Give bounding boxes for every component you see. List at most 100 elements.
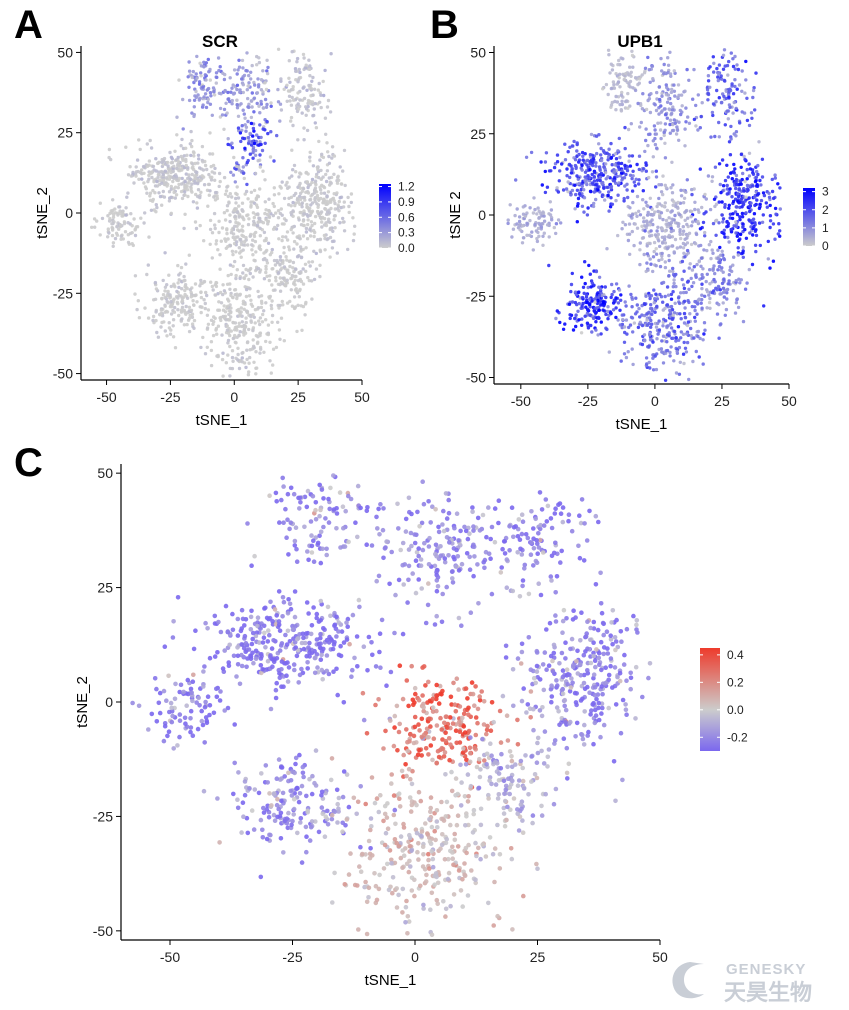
panel-letter: B <box>430 3 459 47</box>
data-point <box>675 128 680 132</box>
data-point <box>242 623 247 628</box>
data-point <box>694 273 698 278</box>
data-point <box>316 88 320 92</box>
data-point <box>751 184 755 188</box>
data-point <box>482 565 487 571</box>
data-point <box>318 158 322 162</box>
data-point <box>645 244 649 248</box>
data-point <box>644 127 648 131</box>
data-point <box>637 178 641 182</box>
data-point <box>115 233 120 237</box>
data-point <box>659 110 663 114</box>
data-point <box>249 205 253 209</box>
data-point <box>672 83 676 87</box>
data-point <box>517 537 523 542</box>
data-point <box>308 74 312 78</box>
data-point <box>698 336 702 341</box>
data-point <box>730 82 734 86</box>
data-point <box>540 222 544 226</box>
data-point <box>249 315 253 319</box>
data-point <box>543 160 548 164</box>
x-tick-label: 25 <box>714 393 730 409</box>
data-point <box>245 69 249 73</box>
data-point <box>230 228 234 232</box>
data-point <box>319 210 324 214</box>
data-point <box>373 664 379 669</box>
data-point <box>235 185 239 189</box>
data-point <box>146 263 150 267</box>
data-point <box>767 191 771 195</box>
data-point <box>260 148 265 153</box>
data-point <box>721 217 726 221</box>
data-point <box>671 336 675 340</box>
data-point <box>242 112 246 116</box>
data-point <box>651 212 656 217</box>
data-point <box>547 263 551 268</box>
data-point <box>216 308 220 312</box>
data-point <box>286 89 291 93</box>
data-point <box>280 238 284 243</box>
data-point <box>326 237 330 241</box>
data-point <box>245 348 249 352</box>
data-point <box>191 69 195 74</box>
data-point <box>278 184 282 189</box>
data-point <box>635 226 640 230</box>
data-point <box>573 163 578 168</box>
data-point <box>651 368 656 372</box>
data-point <box>506 221 510 226</box>
data-point <box>582 521 587 526</box>
data-point <box>412 532 418 537</box>
data-point <box>691 359 695 364</box>
data-point <box>226 244 230 249</box>
data-point <box>536 545 542 550</box>
data-point <box>644 138 648 143</box>
data-point <box>339 182 344 186</box>
data-point <box>758 243 762 248</box>
data-point <box>189 308 194 312</box>
data-point <box>180 305 185 310</box>
data-point <box>403 529 409 534</box>
data-point <box>614 315 618 320</box>
data-point <box>683 306 687 310</box>
data-point <box>716 256 720 261</box>
data-point <box>189 177 193 181</box>
data-point <box>703 230 707 235</box>
data-point <box>196 153 201 157</box>
data-point <box>673 332 677 336</box>
data-point <box>741 251 745 255</box>
data-point <box>464 551 470 556</box>
data-point <box>670 308 675 312</box>
data-point <box>710 179 714 183</box>
data-point <box>727 59 731 64</box>
data-point <box>250 105 254 109</box>
data-point <box>244 273 248 278</box>
data-point <box>531 211 536 215</box>
data-point <box>301 635 306 641</box>
data-point <box>716 75 720 79</box>
data-point <box>319 652 324 658</box>
data-point <box>93 225 97 229</box>
data-point <box>523 532 529 537</box>
data-point <box>293 267 298 271</box>
data-point <box>744 236 749 240</box>
data-point <box>308 86 312 91</box>
data-point <box>519 649 525 655</box>
data-point <box>285 278 289 282</box>
data-point <box>706 98 710 102</box>
data-point <box>253 239 258 244</box>
y-axis-title: tSNE 2 <box>447 191 464 239</box>
data-point <box>598 734 603 740</box>
data-point <box>319 667 325 673</box>
data-point <box>660 94 664 98</box>
data-point <box>748 184 753 188</box>
data-point <box>338 196 342 200</box>
data-point <box>130 224 134 228</box>
data-point <box>222 77 227 82</box>
data-point <box>242 361 247 365</box>
data-point <box>148 138 152 143</box>
data-point <box>616 318 620 322</box>
data-point <box>509 505 515 511</box>
y-tick-label: -50 <box>466 370 486 386</box>
data-point <box>226 142 230 147</box>
data-point <box>677 138 681 142</box>
